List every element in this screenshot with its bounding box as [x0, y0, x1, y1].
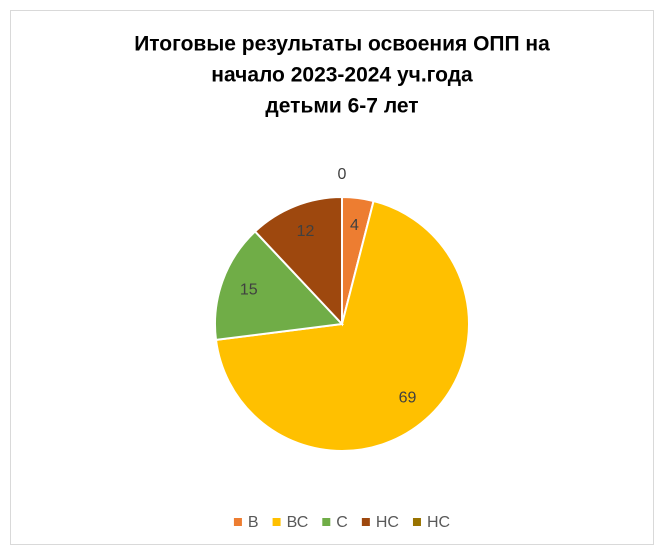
data-label: 0 [338, 166, 347, 183]
legend-label: В [248, 514, 259, 531]
legend-swatch [361, 518, 370, 526]
pie-slice [253, 195, 343, 327]
chart-title: детьми 6-7 лет [265, 95, 418, 118]
legend-label: НС [427, 514, 450, 531]
legend-label: С [336, 514, 348, 531]
data-label: 12 [297, 223, 315, 240]
legend-swatch [233, 518, 242, 526]
data-label: 4 [350, 217, 359, 234]
legend-swatch [412, 518, 421, 526]
chart-title: начало 2023-2024 уч.года [211, 64, 473, 87]
data-label: 69 [399, 390, 417, 407]
chart-title: Итоговые результаты освоения ОПП на [134, 33, 550, 56]
legend-label: ВС [287, 514, 309, 531]
legend-label: НС [376, 514, 399, 531]
data-label: 15 [240, 282, 258, 299]
legend-swatch [322, 518, 331, 526]
pie-slice [214, 230, 345, 342]
legend-swatch [272, 518, 281, 526]
